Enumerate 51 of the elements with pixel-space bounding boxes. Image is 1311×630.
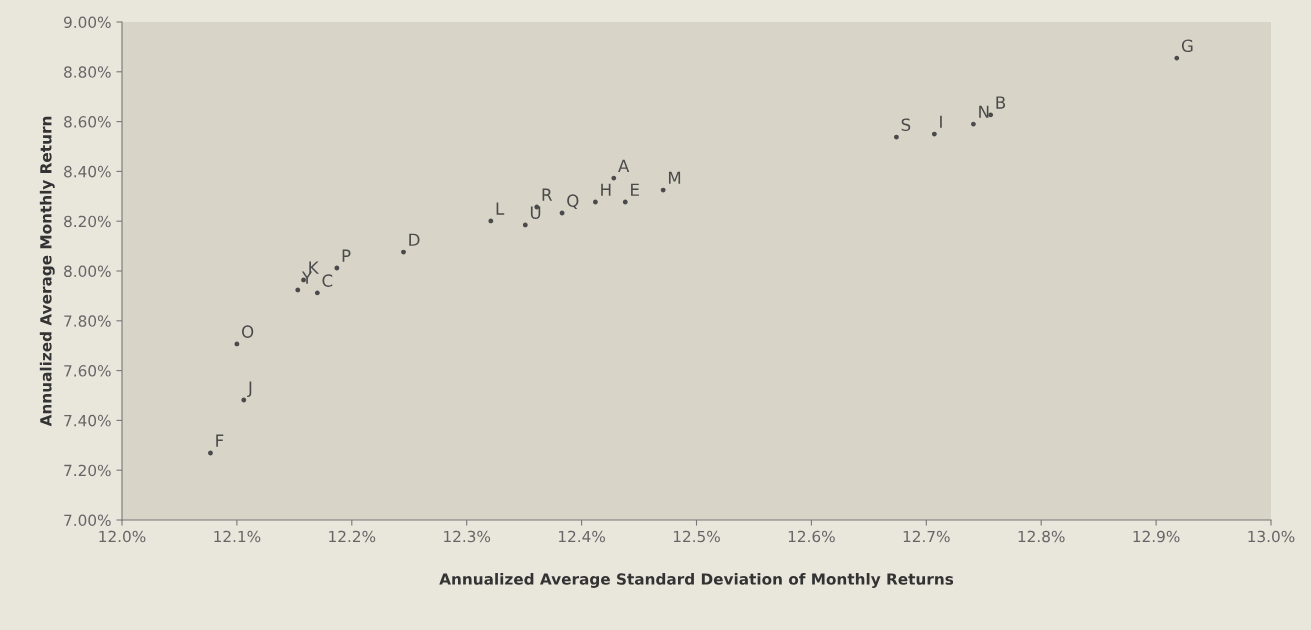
y-tick-label: 8.60% [64,116,111,128]
data-label: L [496,202,505,215]
data-label: M [668,171,681,184]
x-tick-label: 12.5% [673,530,720,543]
data-label: R [542,188,553,201]
y-tick-label: 7.80% [64,315,111,327]
point [314,290,320,296]
data-label: N [979,105,989,118]
x-tick-label: 12.7% [903,530,950,543]
data-label: U [530,206,541,219]
y-tick-label: 7.00% [64,514,111,527]
y-tick-label: 7.40% [64,414,111,427]
y-tick-label: 9.00% [64,16,111,29]
data-label: C [322,274,333,287]
x-tick-label: 12.8% [1018,530,1065,543]
y-tick-label: 8.20% [64,215,111,228]
data-label: P [342,249,351,262]
point [522,222,528,228]
point [1174,55,1180,61]
x-tick-label: 12.2% [329,530,376,543]
point [622,199,628,205]
data-label: A [618,159,630,172]
point [611,175,617,181]
point [295,287,301,293]
data-label: E [631,183,639,196]
data-label: I [940,115,942,128]
x-tick-label: 13.0% [1248,530,1295,543]
data-label: O [242,325,254,338]
data-label: B [996,96,1006,109]
data-label: H [601,183,611,196]
y-tick-label: 8.40% [64,165,111,178]
x-tick-label: 12.1% [214,530,261,543]
x-tick-label: 12.9% [1133,530,1180,543]
data-label: J [247,381,252,398]
data-label: G [1181,39,1193,53]
y-tick-label: 8.00% [64,265,111,278]
y-tick-label: 7.60% [64,365,111,377]
x-tick-label: 12.3% [444,530,491,543]
x-axis-title: Annualized Average Standard Deviation of Monthly Returns [439,572,954,588]
y-tick-label: 8.80% [64,66,111,78]
x-tick-label: 12.6% [788,530,835,543]
data-label: Q [567,194,579,209]
y-axis-title: Annualized Average Monthly Return [39,116,55,427]
x-tick-label: 12.4% [559,530,606,543]
data-label: S [901,118,911,132]
data-label: F [216,434,224,447]
x-tick-label: 12.0% [99,530,146,543]
point [241,397,247,403]
point [931,131,937,137]
y-tick-label: 7.20% [64,464,111,477]
data-label: D [409,233,420,246]
